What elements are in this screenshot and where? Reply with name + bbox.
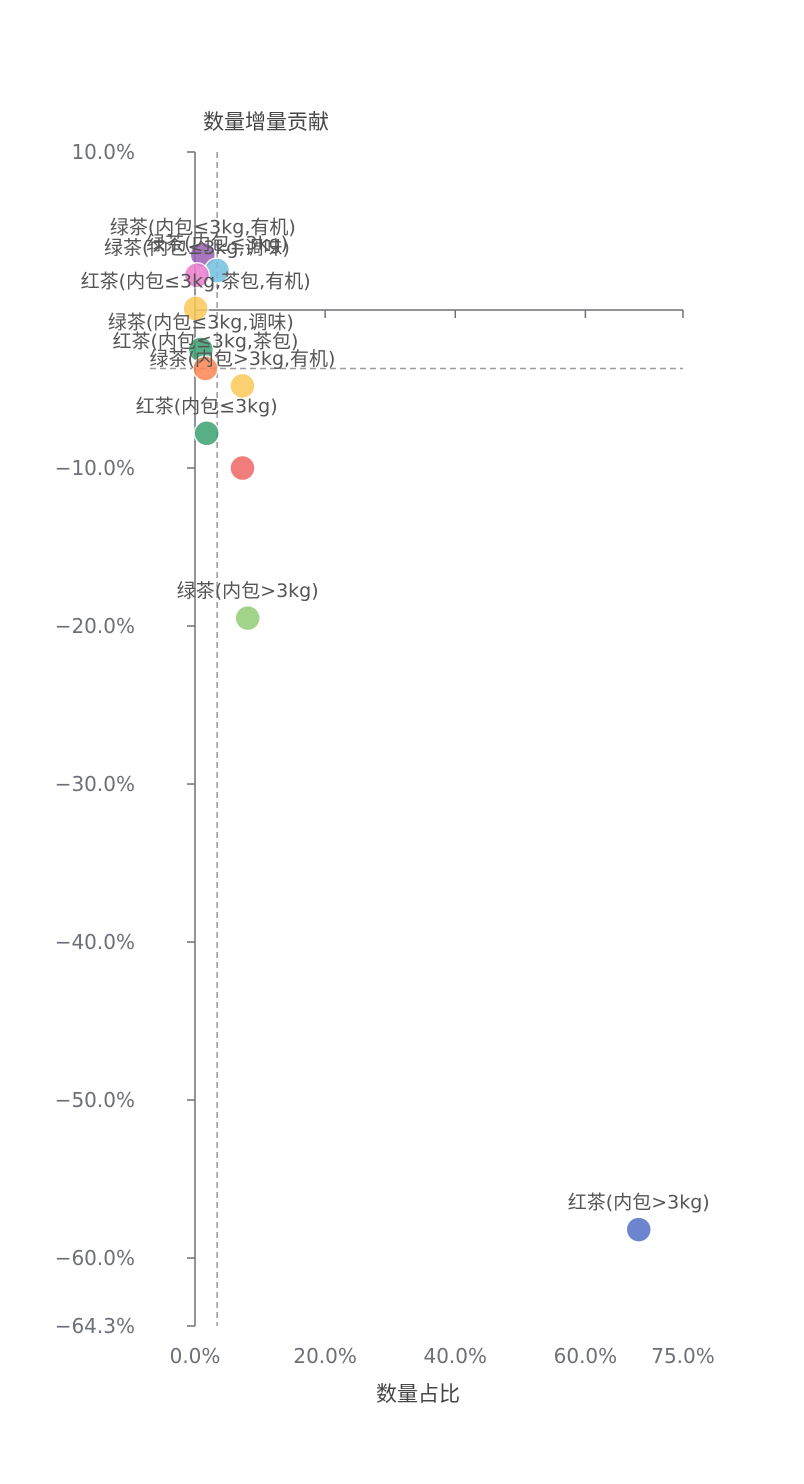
point-label: 绿茶(内包≤3kg) [146,233,288,255]
scatter-point[interactable] [182,295,209,322]
x-axis-title: 数量占比 [376,1382,460,1406]
point-label: 红茶(内包≤3kg) [136,395,278,417]
point-label: 绿茶(内包≤3kg,有机) [110,217,296,239]
y-tick-label: −60.0% [55,1246,135,1270]
point-label: 绿茶(内包≤3kg,调味) [104,237,290,259]
point-label: 绿茶(内包≤3kg,调味) [108,312,294,334]
x-tick-label: 40.0% [423,1344,487,1368]
scatter-point[interactable] [625,1216,653,1243]
x-tick-label: 60.0% [554,1344,618,1368]
point-label: 红茶(内包>3kg) [568,1192,710,1214]
data-points [182,241,653,1243]
point-labels: 绿茶(内包≤3kg,有机)绿茶(内包≤3kg)绿茶(内包≤3kg,调味)红茶(内… [81,217,710,1214]
scatter-point[interactable] [193,420,220,447]
y-tick-label: −30.0% [55,772,135,796]
scatter-point[interactable] [234,604,261,632]
y-tick-label: −40.0% [55,930,135,954]
scatter-point[interactable] [183,261,211,289]
scatter-point[interactable] [229,372,256,400]
x-tick-label: 20.0% [293,1344,357,1368]
y-tick-label: 10.0% [71,140,135,164]
point-label: 绿茶(内包>3kg) [177,580,319,602]
y-tick-label: −50.0% [55,1088,135,1112]
x-tick-label: 75.0% [651,1344,715,1368]
point-label: 红茶(内包≤3kg,茶包) [112,330,298,352]
reference-lines [150,152,683,1326]
tick-labels: 0.0% 20.0% 40.0% 60.0% 75.0% 10.0% −10.0% −20.0… [55,140,715,1368]
x-tick-label: 0.0% [170,1344,221,1368]
y-tick-label: −10.0% [55,456,135,480]
y-tick-label: −64.3% [55,1314,135,1338]
y-axis-title: 数量增量贡献 [203,110,329,134]
y-tick-label: −20.0% [55,614,135,638]
scatter-point[interactable] [229,454,256,482]
point-label: 绿茶(内包>3kg,有机) [150,348,336,370]
point-label: 红茶(内包≤3kg,茶包,有机) [81,270,311,292]
scatter-point[interactable] [192,355,219,382]
